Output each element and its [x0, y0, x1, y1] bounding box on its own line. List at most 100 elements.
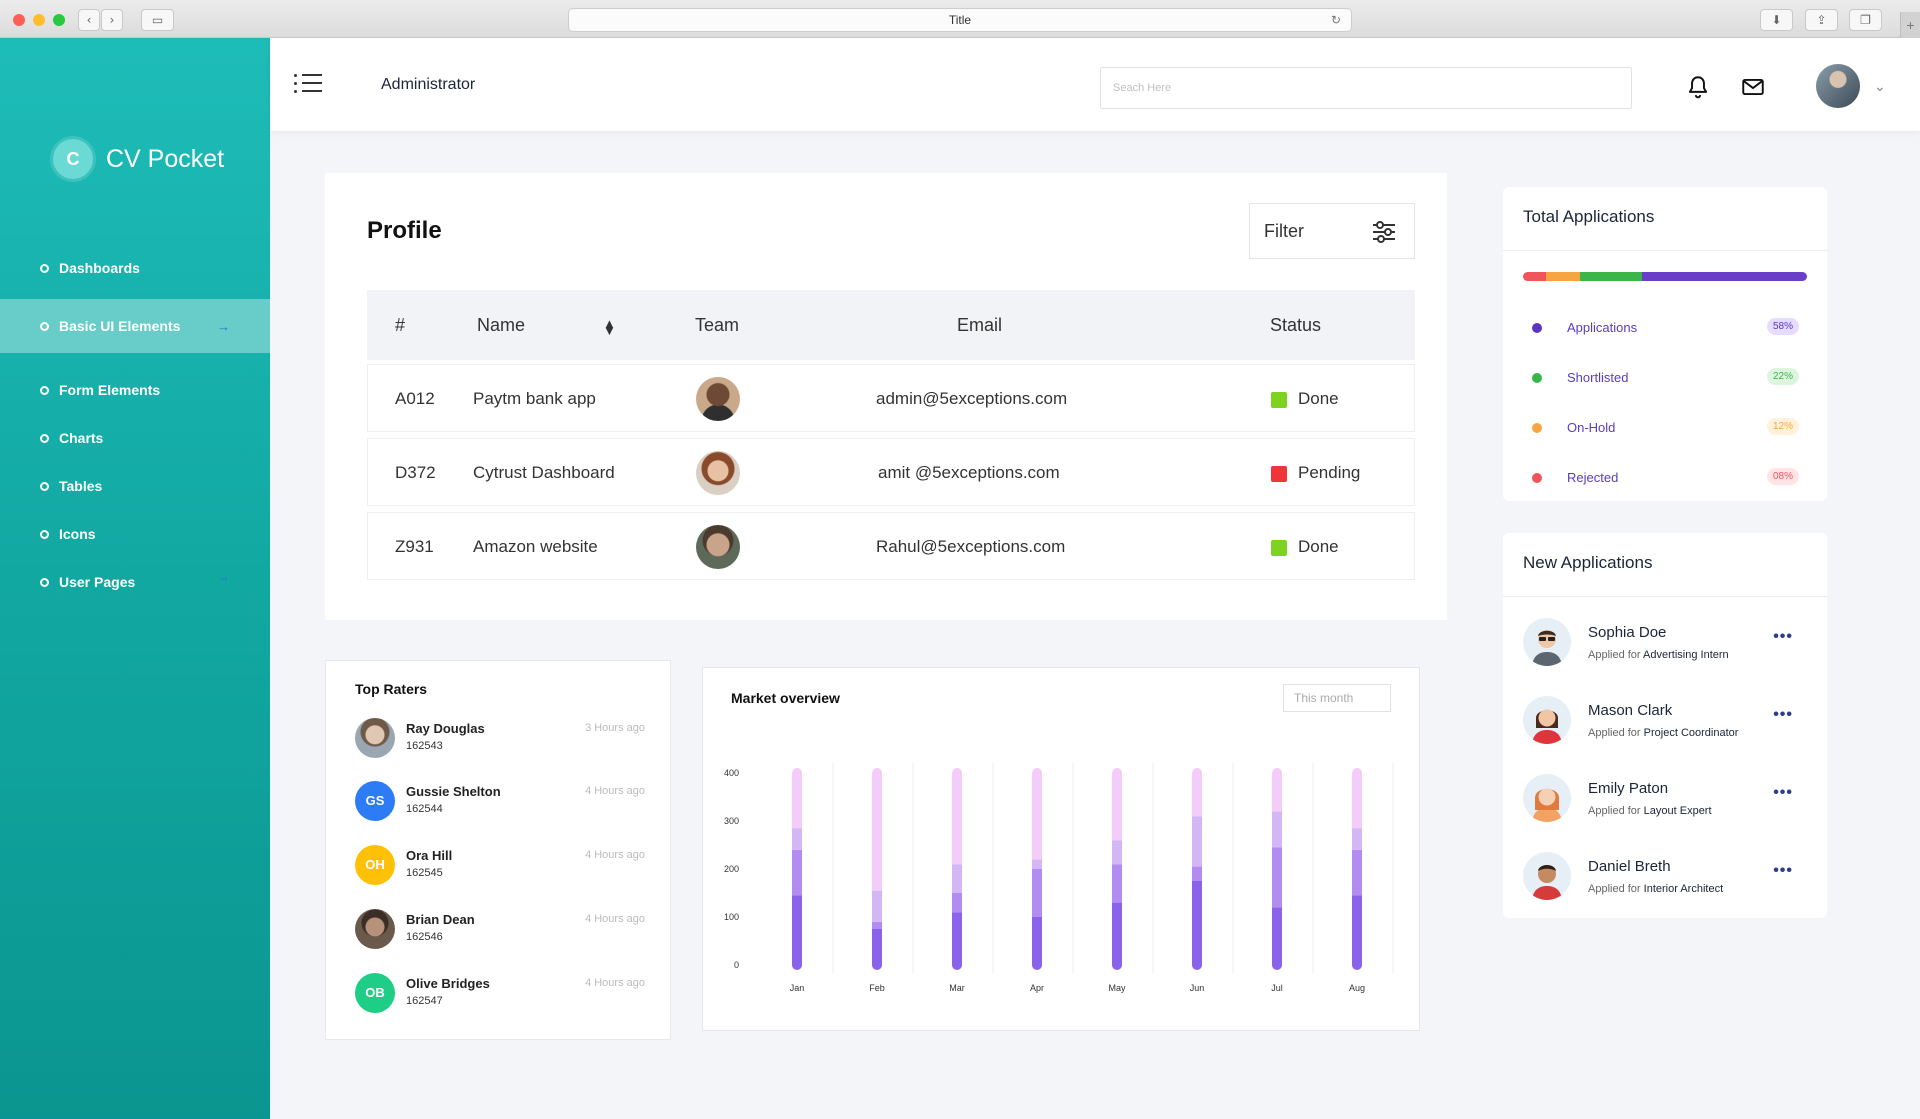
- list-item[interactable]: Daniel Breth Applied for Interior Archit…: [1523, 852, 1807, 902]
- bar-cap: [1032, 960, 1042, 970]
- bar-segment: [1032, 869, 1042, 917]
- percent-badge: 22%: [1766, 368, 1799, 385]
- bar-segment: [952, 893, 962, 913]
- circle-icon: [40, 263, 49, 273]
- filter-button[interactable]: Filter: [1249, 203, 1415, 259]
- bell-icon[interactable]: [1685, 74, 1711, 100]
- reload-icon[interactable]: ↻: [1330, 13, 1341, 27]
- brand-logo: C: [53, 139, 93, 179]
- mail-icon[interactable]: [1740, 74, 1766, 100]
- avatar: [1523, 774, 1571, 822]
- row-status: Done: [1298, 389, 1339, 408]
- list-item[interactable]: Sophia Doe Applied for Advertising Inter…: [1523, 618, 1807, 668]
- period-select[interactable]: This month: [1283, 684, 1391, 712]
- table-row[interactable]: D372 Cytrust Dashboard amit @5exceptions…: [367, 438, 1415, 506]
- bar-jun: [1192, 768, 1202, 970]
- tabs-icon[interactable]: ❐: [1849, 9, 1882, 31]
- more-options-icon[interactable]: •••: [1773, 784, 1793, 801]
- sidebar-item-label: Icons: [59, 526, 96, 542]
- minimize-window-button[interactable]: [33, 14, 45, 26]
- applicant-name: Mason Clark: [1588, 702, 1673, 719]
- bar-cap: [952, 960, 962, 970]
- list-item[interactable]: GS Gussie Shelton 162544 4 Hours ago: [355, 781, 645, 825]
- menu-icon[interactable]: [294, 72, 322, 94]
- list-item[interactable]: Emily Paton Applied for Layout Expert ••…: [1523, 774, 1807, 824]
- more-options-icon[interactable]: •••: [1773, 862, 1793, 879]
- bar-cap: [1192, 768, 1202, 778]
- bar-segment: [1272, 907, 1282, 965]
- sidebar-item-user-pages[interactable]: User Pages →: [0, 555, 270, 609]
- sidebar-item-basic-ui-elements[interactable]: Basic UI Elements →: [0, 299, 270, 353]
- status-indicator: [1271, 540, 1287, 556]
- sidebar-item-label: Charts: [59, 430, 104, 446]
- bar-segment: [1352, 895, 1362, 965]
- chevron-down-icon[interactable]: ⌄: [1874, 78, 1886, 94]
- sidebar-item-form-elements[interactable]: Form Elements: [0, 363, 270, 417]
- bar-segment: [1032, 773, 1042, 860]
- table-row[interactable]: Z931 Amazon website Rahul@5exceptions.co…: [367, 512, 1415, 580]
- list-item[interactable]: Ray Douglas 162543 3 Hours ago: [355, 718, 645, 762]
- row-id: A012: [395, 389, 435, 408]
- maximize-window-button[interactable]: [53, 14, 65, 26]
- row-id: D372: [395, 463, 436, 482]
- rater-time: 4 Hours ago: [585, 977, 645, 989]
- user-avatar[interactable]: [1816, 64, 1860, 108]
- back-icon[interactable]: ‹: [78, 9, 100, 31]
- new-tab-icon[interactable]: +: [1900, 12, 1920, 38]
- list-item[interactable]: Brian Dean 162546 4 Hours ago: [355, 909, 645, 953]
- rater-id: 162545: [406, 867, 443, 879]
- more-options-icon[interactable]: •••: [1773, 706, 1793, 723]
- bullet-icon: [1532, 423, 1542, 433]
- x-tick-label: May: [1108, 983, 1126, 993]
- legend-label: Shortlisted: [1567, 370, 1629, 385]
- download-icon[interactable]: ⬇: [1760, 9, 1793, 31]
- bar-cap: [872, 768, 882, 778]
- applicant-name: Emily Paton: [1588, 780, 1669, 797]
- profile-title: Profile: [367, 217, 442, 244]
- list-item[interactable]: OH Ora Hill 162545 4 Hours ago: [355, 845, 645, 889]
- progress-segment-shortlisted: [1579, 272, 1643, 281]
- more-options-icon[interactable]: •••: [1773, 628, 1793, 645]
- share-icon[interactable]: ⇪: [1805, 9, 1838, 31]
- close-window-button[interactable]: [13, 14, 25, 26]
- bar-aug: [1352, 768, 1362, 970]
- sidebar-toggle-icon[interactable]: ▭: [141, 9, 174, 31]
- sidebar-item-tables[interactable]: Tables: [0, 459, 270, 513]
- avatar: [355, 718, 395, 758]
- forward-icon[interactable]: ›: [101, 9, 123, 31]
- team-avatar: [696, 525, 740, 569]
- column-header-name[interactable]: Name: [477, 315, 526, 335]
- column-header-email: Email: [957, 315, 1003, 335]
- address-bar[interactable]: Title ↻: [568, 8, 1352, 32]
- sliders-icon: [1373, 221, 1395, 243]
- profile-card: Profile Filter # Name ▲ ▼ Team Email Sta…: [325, 173, 1447, 620]
- list-item[interactable]: OB Olive Bridges 162547 4 Hours ago: [355, 973, 645, 1017]
- list-item[interactable]: Mason Clark Applied for Project Coordina…: [1523, 696, 1807, 746]
- divider: [1503, 250, 1827, 251]
- sidebar-item-charts[interactable]: Charts: [0, 411, 270, 465]
- rater-name: Ray Douglas: [406, 721, 485, 736]
- bar-cap: [1112, 768, 1122, 778]
- row-status: Pending: [1298, 463, 1361, 482]
- circle-icon: [40, 321, 49, 331]
- browser-title: Title: [948, 13, 972, 27]
- circle-icon: [40, 433, 49, 443]
- search-input[interactable]: [1100, 67, 1632, 109]
- percent-badge: 58%: [1766, 318, 1799, 335]
- rater-id: 162543: [406, 740, 443, 752]
- sidebar-item-label: Dashboards: [59, 260, 140, 276]
- progress-segment-applications: [1642, 272, 1807, 281]
- sort-icon[interactable]: ▼: [603, 323, 616, 338]
- applicant-name: Daniel Breth: [1588, 858, 1671, 875]
- table-row[interactable]: A012 Paytm bank app admin@5exceptions.co…: [367, 364, 1415, 432]
- sidebar-item-icons[interactable]: Icons: [0, 507, 270, 561]
- bar-cap: [792, 960, 802, 970]
- legend-item-rejected: Rejected 08%: [1523, 467, 1807, 489]
- brand[interactable]: C CV Pocket: [53, 139, 224, 179]
- sidebar-item-dashboards[interactable]: Dashboards: [0, 241, 270, 295]
- applicant-role: Applied for Advertising Intern: [1588, 649, 1729, 661]
- sort-icon[interactable]: ▲: [603, 316, 616, 331]
- sidebar-item-label: Tables: [59, 478, 103, 494]
- market-overview-card: Market overview This month 0 100 200 300 400…: [702, 667, 1420, 1031]
- row-name: Amazon website: [473, 537, 598, 556]
